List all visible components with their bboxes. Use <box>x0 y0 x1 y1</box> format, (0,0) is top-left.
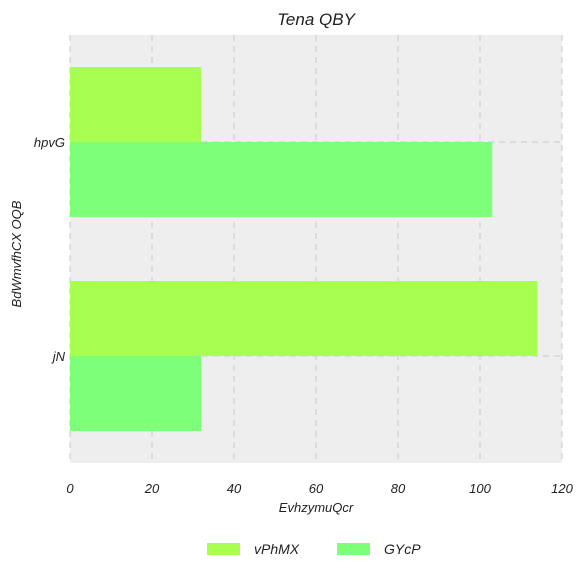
x-tick-label: 60 <box>309 481 324 496</box>
chart-title: Tena QBY <box>277 10 356 29</box>
legend-label: GYcP <box>384 541 421 557</box>
bars <box>70 67 538 431</box>
legend-label: vPhMX <box>254 541 300 557</box>
y-tick-label: jN <box>51 349 66 364</box>
x-tick-label: 80 <box>391 481 406 496</box>
x-tick-label: 100 <box>469 481 491 496</box>
ticks: 0 20 40 60 80 100 120 hpvG jN <box>34 135 574 496</box>
x-tick-label: 120 <box>551 481 573 496</box>
y-tick-label: hpvG <box>34 135 65 150</box>
legend: vPhMX GYcP <box>207 541 421 557</box>
x-tick-label: 20 <box>144 481 160 496</box>
legend-swatch <box>207 543 240 555</box>
bar-vPhMX-jN <box>70 281 538 356</box>
x-axis-label: EvhzymuQcr <box>279 500 354 515</box>
y-axis-label: BdWmvfhCX OQB <box>9 200 24 307</box>
x-tick-label: 40 <box>227 481 242 496</box>
legend-swatch <box>337 543 370 555</box>
bar-GYcP-hpvG <box>70 142 493 217</box>
bar-GYcP-jN <box>70 356 202 431</box>
bar-vPhMX-hpvG <box>70 67 202 142</box>
x-tick-label: 0 <box>66 481 74 496</box>
